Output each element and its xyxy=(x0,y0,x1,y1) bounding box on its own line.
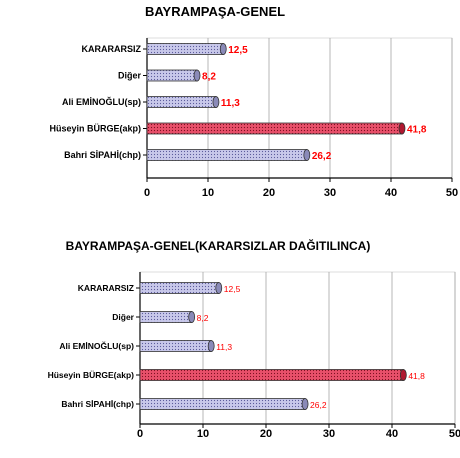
bar-end-cap xyxy=(303,149,311,161)
bar xyxy=(139,340,212,352)
x-tick-label: 0 xyxy=(144,187,150,199)
x-tick-label: 40 xyxy=(385,187,397,199)
category-label: Ali EMİNOĞLU(sp) xyxy=(59,340,134,351)
bar-end-cap xyxy=(212,96,220,108)
bar xyxy=(139,311,193,323)
category-label: Diğer xyxy=(112,312,134,322)
bar-end-cap xyxy=(193,69,201,82)
bar-end-cap xyxy=(215,282,223,294)
x-tick-label: 10 xyxy=(197,428,209,440)
bar-end-cap xyxy=(301,398,309,410)
category-label: Bahri SİPAHİ(chp) xyxy=(64,150,141,160)
bar-end-cap xyxy=(219,43,227,55)
bar xyxy=(146,96,217,108)
bar xyxy=(139,398,306,410)
chart-1: BAYRAMPAŞA-GENEL 0 10 20 30 40 50 KARARARSIZ 12… xyxy=(49,4,458,199)
category-label: Hüseyin BÜRGE(akp) xyxy=(48,370,135,380)
x-tick-label: 20 xyxy=(260,428,272,440)
chart-1-plot: 0 10 20 30 40 50 KARARARSIZ 12,5 Diğer 8,2 Ali EMİ… xyxy=(49,37,458,199)
value-label: 41,8 xyxy=(407,125,427,136)
category-label: Hüseyin BÜRGE(akp) xyxy=(49,124,141,134)
category-label: KARARARSIZ xyxy=(78,283,134,293)
x-tick-label: 30 xyxy=(323,428,335,440)
x-tick-label: 20 xyxy=(263,187,275,199)
x-tick-label: 0 xyxy=(137,428,143,440)
value-label: 8,2 xyxy=(202,72,216,83)
chart-2-title: BAYRAMPAŞA-GENEL(KARARSIZLAR DAĞITILINCA… xyxy=(66,238,371,253)
chart-1-title: BAYRAMPAŞA-GENEL xyxy=(145,4,285,19)
value-label: 41,8 xyxy=(408,371,425,381)
value-label: 8,2 xyxy=(197,313,209,323)
x-tick-label: 50 xyxy=(446,187,458,199)
x-tick-label: 30 xyxy=(324,187,336,199)
value-label: 26,2 xyxy=(310,400,327,410)
category-label: Ali EMİNOĞLU(sp) xyxy=(62,96,141,107)
value-label: 12,5 xyxy=(224,284,241,294)
bar-end-cap xyxy=(399,369,407,381)
bar xyxy=(146,43,224,55)
value-label: 11,3 xyxy=(216,342,232,352)
category-label: Bahri SİPAHİ(chp) xyxy=(61,399,134,409)
chart-2-plot: 0 10 20 30 40 50 KARARARSIZ 12,5 Diğer 8,2 Ali EMİ… xyxy=(48,271,460,440)
category-label: KARARARSIZ xyxy=(82,44,142,54)
bar-end-cap xyxy=(188,311,196,323)
value-label: 26,2 xyxy=(312,151,332,162)
x-tick-label: 10 xyxy=(202,187,214,199)
chart-2: BAYRAMPAŞA-GENEL(KARARSIZLAR DAĞITILINCA… xyxy=(48,238,460,440)
bar-highlight xyxy=(139,369,404,381)
bar-end-cap xyxy=(398,122,406,135)
bar-end-cap xyxy=(207,340,215,352)
value-label: 11,3 xyxy=(221,98,240,109)
x-tick-label: 50 xyxy=(449,428,460,440)
bar-highlight xyxy=(146,122,403,135)
x-tick-label: 40 xyxy=(386,428,398,440)
bar xyxy=(146,69,198,82)
category-label: Diğer xyxy=(118,71,142,81)
bar xyxy=(146,149,308,161)
bar xyxy=(139,282,220,294)
value-label: 12,5 xyxy=(228,45,248,56)
